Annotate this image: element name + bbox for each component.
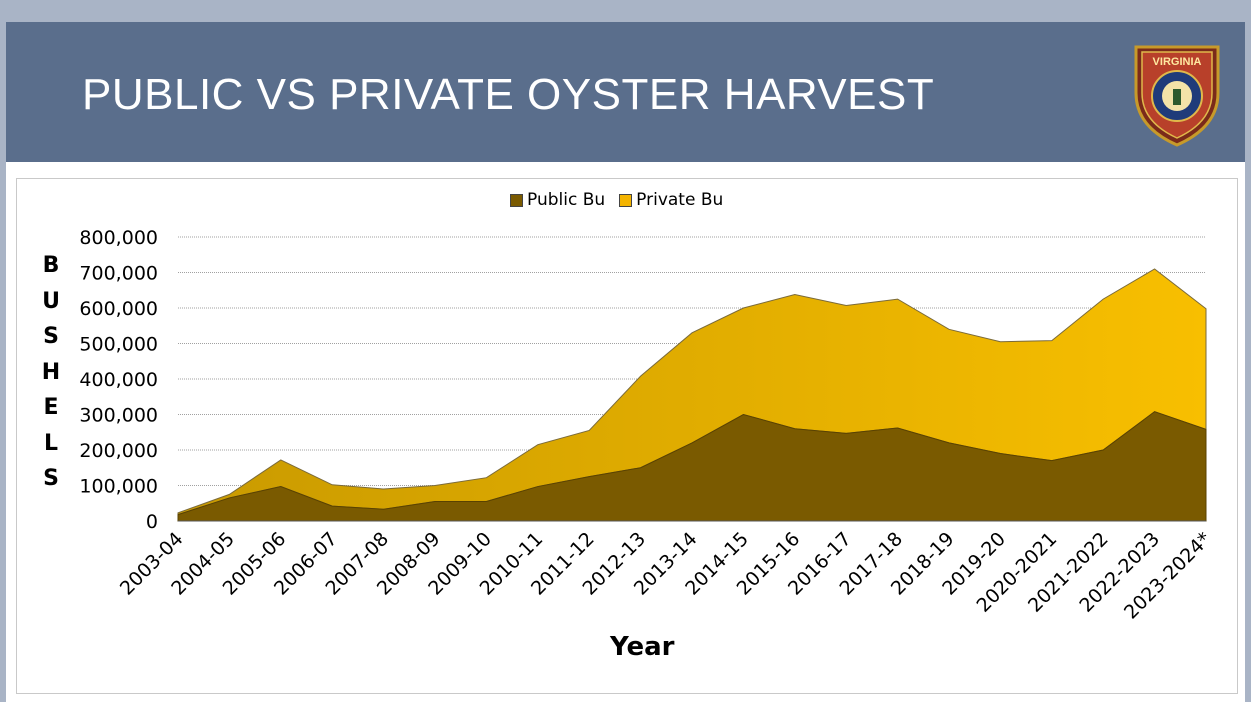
slide-header (6, 22, 1245, 162)
y-tick-label: 200,000 (79, 440, 158, 462)
y-tick-label: 600,000 (79, 298, 158, 320)
y-axis-label-letter: S (43, 324, 59, 349)
y-tick-label: 700,000 (79, 263, 158, 285)
y-tick-label: 400,000 (79, 369, 158, 391)
seal-top-text: VIRGINIA (1153, 56, 1202, 68)
legend-item-public: Public Bu (510, 190, 605, 210)
slide-title: PUBLIC VS PRIVATE OYSTER HARVEST (82, 70, 935, 119)
y-axis-label-letter: B (42, 253, 60, 278)
vmrc-seal-logo: VIRGINIA (1134, 45, 1220, 147)
y-tick-label: 300,000 (79, 405, 158, 427)
y-axis-label-letter: U (42, 288, 60, 314)
legend-swatch-private (619, 193, 633, 207)
top-band (0, 0, 1251, 22)
public-area (177, 411, 1207, 522)
legend-label-public: Public Bu (527, 190, 606, 210)
y-tick-label: 800,000 (79, 227, 158, 249)
chart-legend: Public Bu Private Bu (510, 190, 723, 210)
y-axis-label-letter: L (43, 430, 59, 456)
legend-swatch-public (510, 193, 523, 207)
y-tick-label: 0 (146, 511, 158, 533)
x-axis-label: Year (610, 632, 675, 662)
y-axis-label-letter: H (41, 359, 61, 385)
y-tick-label: 100,000 (79, 476, 158, 498)
legend-item-private: Private Bu (619, 190, 723, 210)
y-tick-label: 500,000 (79, 334, 158, 356)
y-axis-label-letter: S (43, 466, 59, 491)
y-axis-label-letter: E (43, 395, 59, 420)
legend-label-private: Private Bu (636, 190, 724, 210)
